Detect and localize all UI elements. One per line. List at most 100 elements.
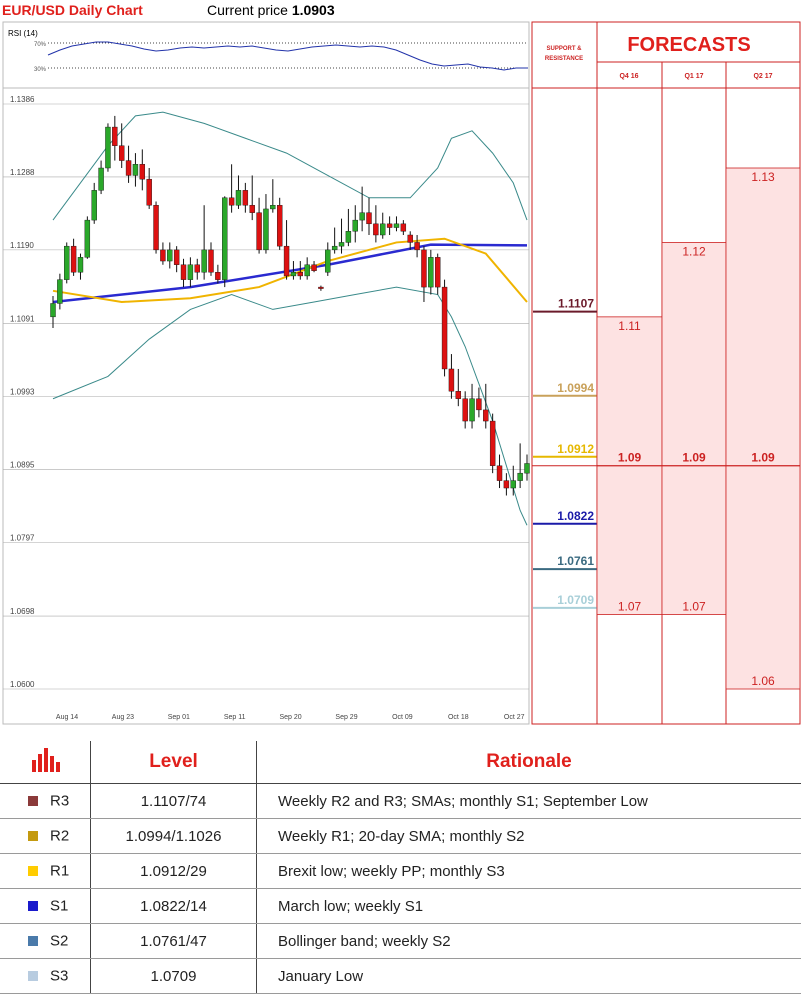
candle-body [291,272,296,276]
x-tick-label: Sep 11 [224,714,246,721]
candle-body [312,265,317,271]
candle-body [243,190,248,205]
candle-body [119,146,124,161]
candle-body [332,246,337,250]
level-value: 1.1107/74 [91,784,257,819]
candle-body [229,198,234,205]
candle-body [154,205,159,250]
forecast-min-label: 1.06 [751,674,775,688]
rsi-panel [3,22,529,88]
level-label-s3: 1.0709 [557,593,594,607]
y-tick-label: 1.1091 [10,315,35,324]
level-swatch [28,936,38,946]
candle-body [51,303,56,316]
candle-body [325,250,330,272]
level-value: 1.0761/47 [91,924,257,959]
candle-body [112,127,117,146]
candle-body [360,213,365,220]
level-tag-cell: S2 [0,924,91,959]
level-tag: R2 [50,828,69,845]
forecast-range-box [726,168,800,689]
candle-body [215,272,220,279]
col-q1-17: Q1 17 [684,73,703,80]
y-tick-label: 1.0993 [10,388,35,397]
candle-body [456,391,461,398]
candle-body [353,220,358,231]
candle-body [518,473,523,480]
candle-body [284,246,289,276]
y-tick-label: 1.0698 [10,607,35,616]
candle-body [373,224,378,235]
level-value: 1.0822/14 [91,889,257,924]
level-swatch [28,901,38,911]
candle-body [428,257,433,287]
support-title-line1: SUPPORT & [546,46,582,52]
forecast-min-label: 1.07 [618,600,642,614]
candle-body [346,231,351,242]
x-tick-label: Oct 09 [392,714,413,721]
x-tick-label: Aug 23 [112,714,134,721]
x-tick-label: Sep 29 [335,714,357,721]
level-tag: R3 [50,793,69,810]
chart-icon-cell [0,741,91,784]
forecast-range-box [662,242,726,614]
rsi-label: RSI (14) [8,29,38,38]
forecast-max-label: 1.13 [751,170,775,184]
candle-body [490,421,495,466]
candle-body [160,250,165,261]
level-swatch [28,971,38,981]
candle-body [463,399,468,421]
level-rationale: Weekly R1; 20-day SMA; monthly S2 [257,819,801,854]
candle-body [140,164,145,179]
level-value: 1.0912/29 [91,854,257,889]
rsi-tick-70: 70% [34,42,47,48]
candle-body [71,246,76,272]
candle-body [236,190,241,205]
candle-body [435,257,440,287]
level-value: 1.0994/1.1026 [91,819,257,854]
level-rationale: March low; weekly S1 [257,889,801,924]
level-label-s1: 1.0822 [557,509,594,523]
y-tick-label: 1.1288 [10,168,35,177]
candle-body [318,287,323,288]
x-tick-label: Sep 01 [168,714,190,721]
candle-body [449,369,454,391]
forecast-mid-label: 1.09 [618,451,642,465]
level-label-s2: 1.0761 [557,554,594,568]
candle-body [181,265,186,280]
level-value: 1.0709 [91,959,257,994]
level-rationale: January Low [257,959,801,994]
candle-body [257,213,262,250]
candle-body [305,265,310,276]
candle-body [195,265,200,272]
candle-body [174,250,179,265]
y-tick-label: 1.0600 [10,680,35,689]
col-q2-17: Q2 17 [753,73,772,80]
candle-body [92,190,97,220]
candle-body [298,272,303,276]
candle-body [250,205,255,212]
chart-area: RSI (14) 70% 30% 1.13861.12881.11901.109… [0,0,801,741]
forecast-mid-label: 1.09 [751,451,775,465]
candle-body [380,224,385,235]
candle-body [126,161,131,176]
level-swatch [28,831,38,841]
candle-body [188,265,193,280]
y-tick-label: 1.0895 [10,460,35,469]
level-tag: S2 [50,933,68,950]
candle-body [99,168,104,190]
level-rationale: Weekly R2 and R3; SMAs; monthly S1; Sept… [257,784,801,819]
col-q4-16: Q4 16 [619,73,638,80]
candle-body [167,250,172,261]
level-rationale: Brexit low; weekly PP; monthly S3 [257,854,801,889]
level-swatch [28,866,38,876]
candle-body [442,287,447,369]
candle-body [277,205,282,246]
candle-body [470,399,475,421]
candle-body [222,198,227,280]
